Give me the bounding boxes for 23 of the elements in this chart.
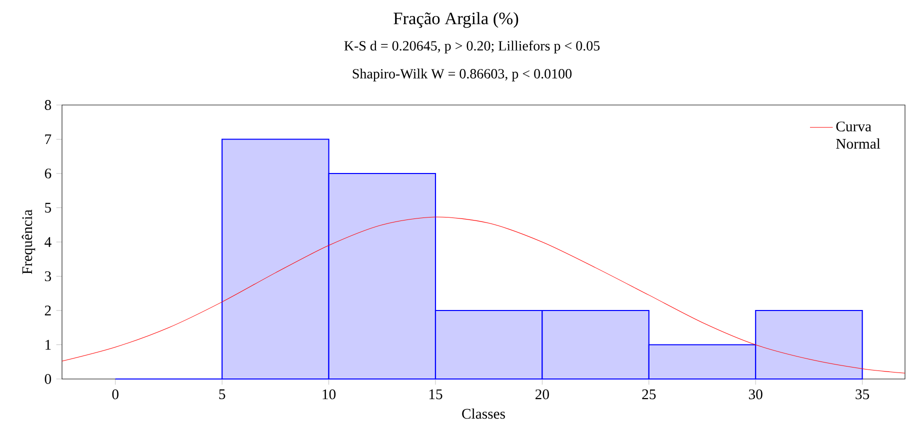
text: Shapiro-Wilk W = 0.86603, p < 0.0100 [352, 68, 572, 82]
y-tick-label: 3 [44, 271, 52, 282]
y-tick-label: 2 [44, 306, 51, 316]
x-tick-label: 15 [429, 389, 442, 400]
x-tick-label: 35 [856, 389, 870, 400]
y-tick-label: 5 [45, 202, 52, 213]
chart-subtitle: K-S d = 0.20645, p > 0.20; Lilliefors p < 0.05 [344, 40, 600, 54]
y-tick-label: 4 [44, 237, 52, 247]
y-tick-label: 6 [44, 168, 52, 178]
x-axis-title: Classes [462, 408, 505, 419]
x-tick-label: 20 [536, 389, 549, 400]
x-tick-label: 30 [748, 389, 762, 400]
x-tick-label: 5 [219, 389, 226, 400]
chart-title: Fração Argila (%) [394, 12, 518, 28]
y-tick-label: 7 [45, 134, 52, 144]
x-tick-label: 10 [322, 389, 336, 400]
x-tick-label: 25 [642, 389, 656, 400]
y-axis-title: Frequência [22, 210, 36, 274]
legend-label: Curva Normal [836, 122, 880, 149]
y-tick-label: 1 [46, 340, 51, 350]
y-tick-label: 8 [44, 100, 52, 110]
y-tick-label: 0 [44, 374, 52, 384]
x-tick-label: 0 [112, 389, 118, 400]
